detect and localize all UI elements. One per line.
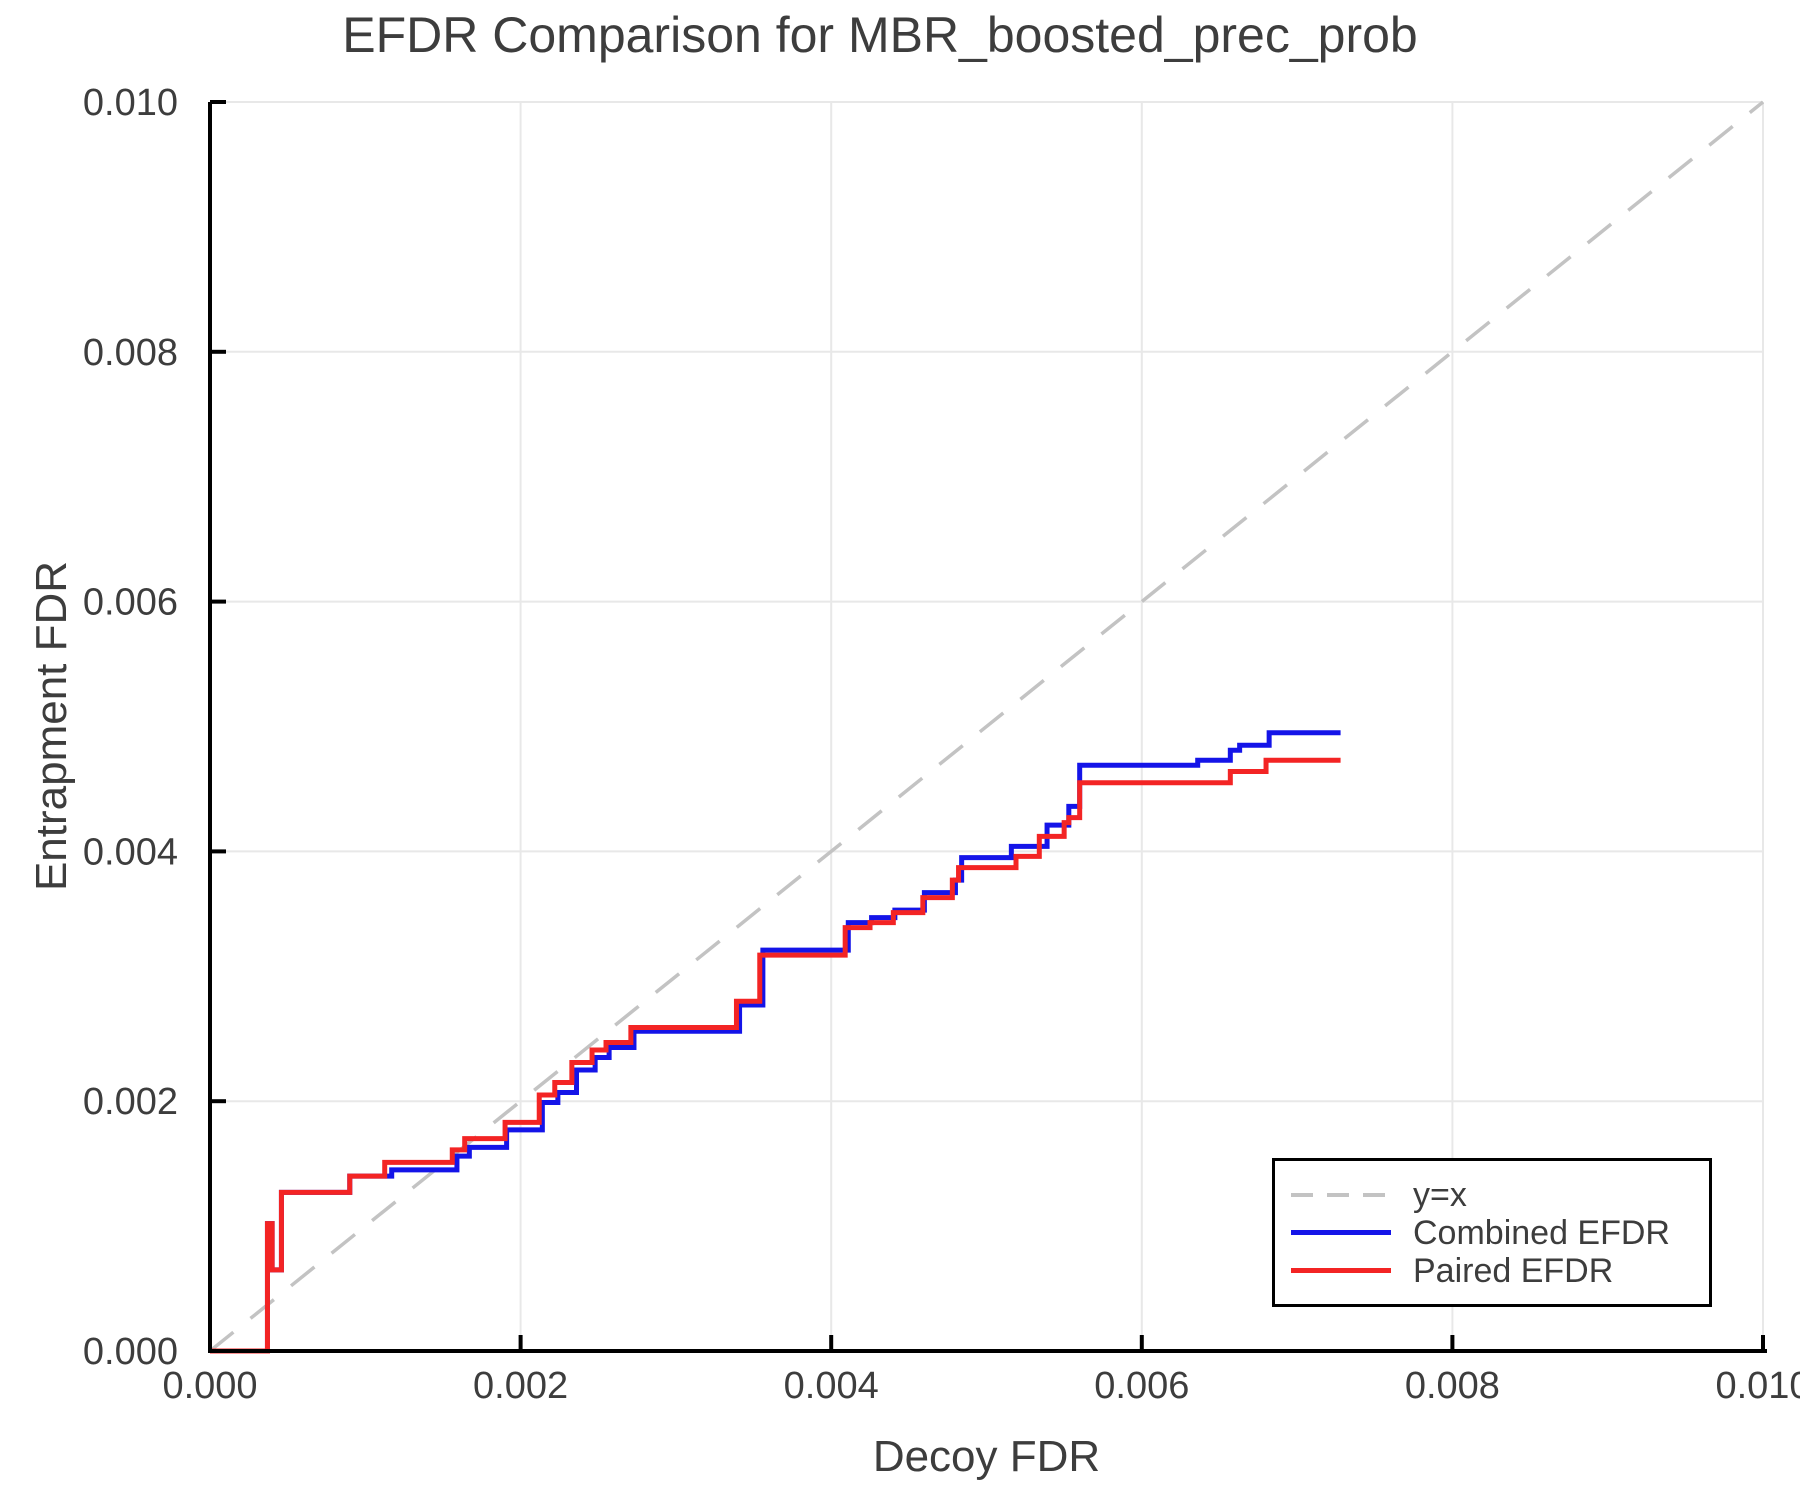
y-tick-label-0.010: 0.010 [83,82,178,124]
x-tick-label-0.006: 0.006 [1094,1365,1189,1407]
y-tick-label-0.000: 0.000 [83,1331,178,1373]
y-axis-label: Entrapment FDR [27,560,76,892]
legend-row-paired-efdr: Paired EFDR [1291,1253,1709,1289]
x-tick-label-0.002: 0.002 [473,1365,568,1407]
legend-label-combined-efdr: Combined EFDR [1413,1213,1670,1252]
y-tick-label-0.002: 0.002 [83,1081,178,1123]
legend-label-identity: y=x [1413,1175,1467,1214]
legend-row-combined-efdr: Combined EFDR [1291,1215,1709,1251]
legend-label-paired-efdr: Paired EFDR [1413,1251,1614,1290]
y-tick-label-0.004: 0.004 [83,831,178,873]
y-tick-label-0.008: 0.008 [83,332,178,374]
x-tick-label-0.010: 0.010 [1715,1365,1800,1407]
identity-line-swatch [1291,1192,1391,1197]
series-line-y-x [208,100,1765,1353]
x-tick-label-0.008: 0.008 [1405,1365,1500,1407]
combined-efdr-line-swatch [1291,1230,1391,1235]
x-axis-label: Decoy FDR [872,1432,1101,1481]
series-line-paired-efdr [210,757,1341,1354]
series-line-combined-efdr [210,730,1341,1354]
legend-row-identity: y=x [1291,1177,1709,1213]
y-tick-label-0.006: 0.006 [83,582,178,624]
paired-efdr-line-swatch [1291,1268,1391,1273]
chart-title: EFDR Comparison for MBR_boosted_prec_pro… [342,7,1418,63]
x-tick-label-0.000: 0.000 [162,1365,257,1407]
legend-box: y=x Combined EFDR Paired EFDR [1272,1158,1712,1307]
x-tick-label-0.004: 0.004 [784,1365,879,1407]
